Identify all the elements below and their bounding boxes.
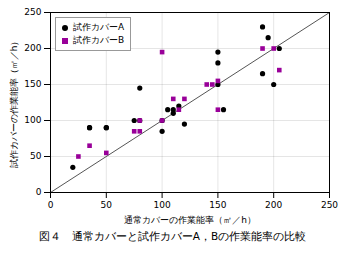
html-text:図４ 通常カバーと試作カバーA，Bの作業能率の比較: 図４ 通常カバーと試作カバーA，Bの作業能率の比較 <box>38 230 307 242</box>
svg-text:200: 200 <box>265 200 282 210</box>
svg-text:100: 100 <box>24 115 41 125</box>
svg-text:200: 200 <box>24 43 41 53</box>
svg-text:150: 150 <box>209 200 226 210</box>
svg-text:50: 50 <box>30 151 42 161</box>
html-text:試作カバーB: 試作カバーB <box>73 35 125 45</box>
svg-text:250: 250 <box>24 7 41 17</box>
svg-text:250: 250 <box>321 200 338 210</box>
svg-text:0: 0 <box>48 200 54 210</box>
svg-text:0: 0 <box>36 187 42 197</box>
svg-text:50: 50 <box>101 200 113 210</box>
svg-text:試作カバーの作業能率（㎡／h）: 試作カバーの作業能率（㎡／h） <box>9 37 19 169</box>
svg-text:通常カバーの作業能率（㎡／h）: 通常カバーの作業能率（㎡／h） <box>124 215 256 225</box>
html-text:試作カバーA: 試作カバーA <box>73 22 125 32</box>
svg-text:150: 150 <box>24 79 41 89</box>
svg-text:100: 100 <box>154 200 171 210</box>
